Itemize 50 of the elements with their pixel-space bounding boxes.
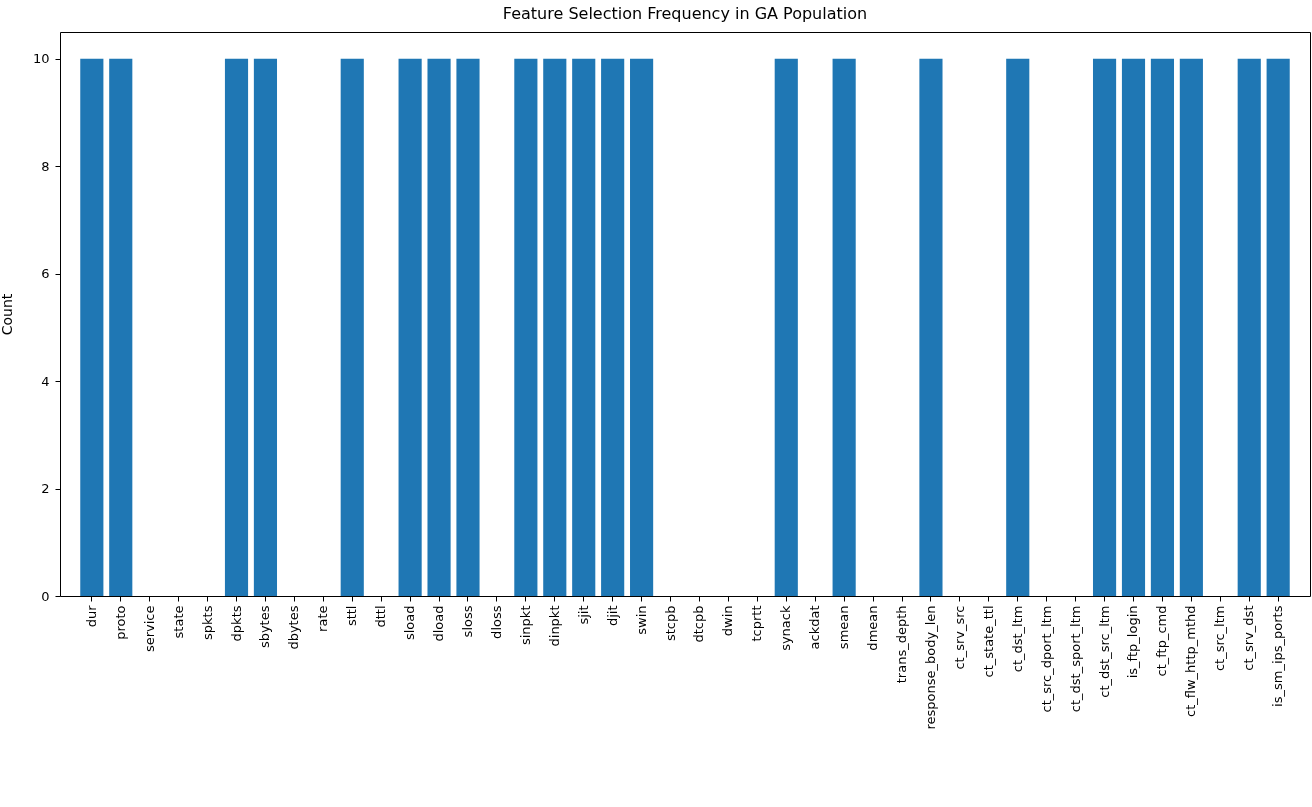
x-tick-label: response_body_len <box>922 605 938 730</box>
y-tick-label: 8 <box>41 158 50 174</box>
x-tick-label: stcpb <box>662 605 678 642</box>
x-tick-label: dwin <box>720 605 736 637</box>
x-tick-label: is_ftp_login <box>1125 605 1141 679</box>
x-tick-label: tcprtt <box>749 605 765 642</box>
x-tick-label: swin <box>633 605 649 635</box>
x-tick-label: service <box>141 605 157 653</box>
x-tick-label: ct_dst_ltm <box>1009 605 1025 673</box>
y-tick-label: 10 <box>32 51 50 67</box>
x-tick-label: sttl <box>344 605 360 627</box>
y-axis-title: Count <box>0 293 15 336</box>
x-tick-label: is_sm_ips_ports <box>1270 605 1286 707</box>
x-tick-label: sload <box>402 605 418 641</box>
x-tick-label: ct_src_dport_ltm <box>1038 605 1054 713</box>
x-tick-label: ct_srv_src <box>951 605 967 670</box>
x-tick-label: ct_flw_http_mthd <box>1183 605 1199 718</box>
x-tick-label: ct_dst_src_ltm <box>1096 605 1112 698</box>
x-tick-label: synack <box>778 605 794 651</box>
x-tick-label: dloss <box>488 605 504 639</box>
y-tick-label: 2 <box>41 481 50 497</box>
x-tick-label: ct_state_ttl <box>980 605 996 678</box>
x-tick-label: state <box>170 605 186 639</box>
x-tick-label: sjit <box>575 605 591 625</box>
x-tick-label: ct_dst_sport_ltm <box>1067 605 1083 713</box>
x-tick-label: dbytes <box>286 605 302 650</box>
y-tick-label: 0 <box>41 588 50 604</box>
x-tick-label: ct_srv_dst <box>1241 605 1257 671</box>
x-tick-label: proto <box>112 605 128 640</box>
x-tick-label: sinpkt <box>517 605 533 646</box>
x-tick-label: dinpkt <box>546 605 562 647</box>
y-tick-label: 4 <box>41 373 50 389</box>
x-tick-label: dmean <box>865 605 881 651</box>
x-tick-label: dpkts <box>228 605 244 642</box>
x-tick-label: smean <box>836 605 852 650</box>
x-tick-label: ct_src_ltm <box>1212 605 1228 672</box>
x-tick-label: rate <box>315 605 331 632</box>
x-tick-label: djit <box>604 605 620 627</box>
x-tick-label: sbytes <box>257 605 273 649</box>
x-tick-label: dload <box>431 605 447 642</box>
y-tick-label: 6 <box>41 266 50 282</box>
x-tick-label: spkts <box>199 605 215 640</box>
chart-title: Feature Selection Frequency in GA Population <box>502 4 868 23</box>
x-tick-label: dur <box>83 604 99 628</box>
x-tick-label: ackdat <box>807 605 823 650</box>
x-tick-label: dttl <box>373 605 389 628</box>
x-tick-label: trans_depth <box>894 605 910 684</box>
x-tick-label: sloss <box>459 605 475 638</box>
x-tick-label: ct_ftp_cmd <box>1154 605 1170 677</box>
x-tick-label: dtcpb <box>691 605 707 643</box>
